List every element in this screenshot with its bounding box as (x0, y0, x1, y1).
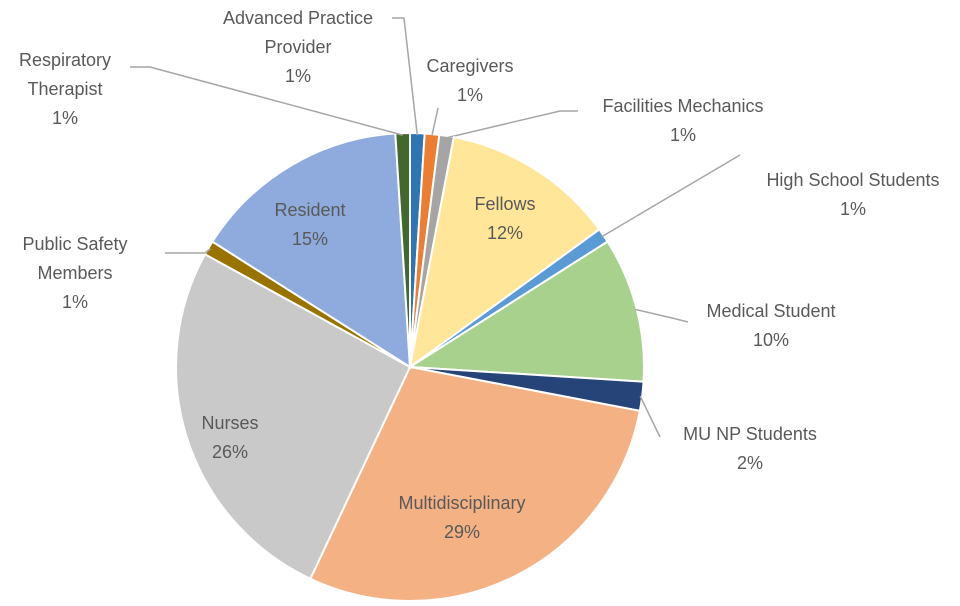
value-label: 1% (456, 85, 483, 105)
slice-label: High School Students 1% (733, 166, 960, 224)
value-label: 2% (736, 453, 763, 473)
pie-slice (408, 135, 601, 370)
category-label: Advanced Practice Provider (222, 8, 374, 57)
value-label: 26% (211, 442, 249, 462)
slice-label: Resident 15% (250, 196, 370, 254)
value-label: 15% (291, 229, 329, 249)
slice-label: Medical Student 10% (671, 297, 871, 355)
slice-label: Nurses 26% (170, 409, 290, 467)
leader-line (639, 395, 661, 438)
category-label: MU NP Students (683, 424, 817, 444)
slice-label: Facilities Mechanics 1% (563, 92, 803, 150)
pie-slice (211, 132, 412, 369)
leader-line (130, 66, 403, 136)
leader-line (431, 107, 439, 137)
slice-label: Advanced Practice Provider 1% (193, 4, 403, 91)
leader-line (446, 110, 578, 139)
category-label: High School Students (766, 170, 940, 190)
category-label: Public Safety Members (22, 234, 128, 283)
category-label: Caregivers (426, 56, 514, 76)
slice-label: Fellows 12% (445, 190, 565, 248)
leader-line (634, 308, 689, 323)
slice-label: Multidisciplinary 29% (362, 489, 562, 547)
leader-line (392, 17, 419, 136)
value-label: 10% (752, 330, 790, 350)
value-label: 29% (443, 522, 481, 542)
leader-line (165, 248, 211, 254)
category-label: Nurses (201, 413, 259, 433)
category-label: Multidisciplinary (398, 493, 526, 513)
slice-label: Respiratory Therapist 1% (0, 46, 130, 133)
category-label: Respiratory Therapist (18, 50, 112, 99)
value-label: 1% (61, 292, 88, 312)
slice-label: Caregivers 1% (390, 52, 550, 110)
leader-line (601, 154, 741, 238)
pie-slice (309, 365, 642, 602)
slice-label: MU NP Students 2% (650, 420, 850, 478)
category-label: Resident (274, 200, 346, 220)
value-label: 1% (51, 108, 78, 128)
value-label: 1% (669, 125, 696, 145)
value-label: 1% (284, 66, 311, 86)
category-label: Facilities Mechanics (602, 96, 764, 116)
category-label: Fellows (474, 194, 536, 214)
slice-label: Public Safety Members 1% (5, 230, 145, 317)
pie-slice (406, 240, 645, 383)
value-label: 12% (486, 223, 524, 243)
category-label: Medical Student (706, 301, 836, 321)
value-label: 1% (839, 199, 866, 219)
